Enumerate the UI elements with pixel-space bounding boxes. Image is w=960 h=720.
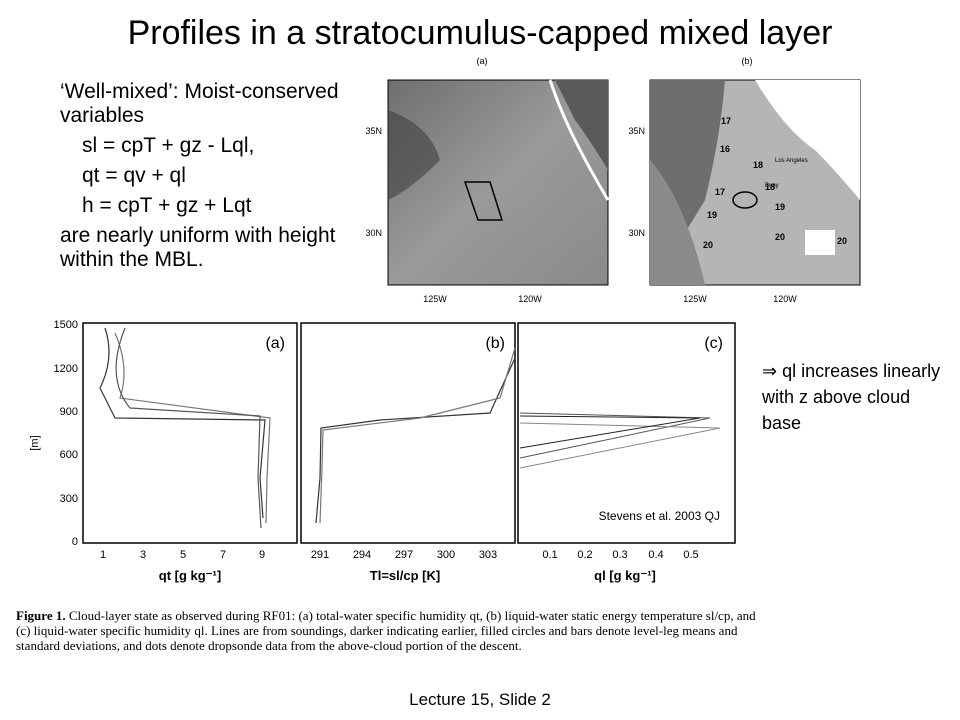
land (555, 80, 608, 170)
satellite-map: (a) 35N 30N 125W 120W (365, 56, 610, 304)
bullet-outro: are nearly uniform with height within th… (60, 224, 336, 271)
svg-text:1200: 1200 (54, 363, 78, 375)
svg-text:16: 16 (720, 144, 730, 154)
lat-label: 35N (628, 126, 645, 136)
svg-text:7: 7 (220, 549, 226, 561)
city-label: Los Angeles (775, 158, 808, 164)
panel-a-tag: (a) (265, 335, 285, 352)
coastline (548, 79, 610, 201)
slide-footer: Lecture 15, Slide 2 (409, 690, 551, 709)
bullet-intro: ‘Well-mixed’: Moist-conserved variables (60, 80, 339, 127)
panel-b-frame (300, 322, 516, 544)
svg-text:18: 18 (765, 182, 775, 192)
y-axis-label: [m] (29, 435, 41, 450)
panel-b-xlabel: Tl=sl/cp [K] (370, 568, 440, 583)
panel-c-xlabel: ql [g kg⁻¹] (594, 568, 656, 583)
svg-text:0.2: 0.2 (577, 549, 592, 561)
svg-text:20: 20 (703, 240, 713, 250)
equation-h: h = cpT + gz + Lqt (82, 194, 252, 217)
panel-c-profiles (519, 412, 721, 469)
svg-text:0.5: 0.5 (683, 549, 698, 561)
lat-label: 30N (628, 228, 645, 238)
svg-text:294: 294 (353, 549, 371, 561)
svg-text:18: 18 (753, 160, 763, 170)
dark-patch (388, 110, 440, 200)
lon-label: 125W (423, 294, 447, 304)
svg-text:297: 297 (395, 549, 413, 561)
svg-text:17: 17 (715, 187, 725, 197)
equation-qt: qt = qv + ql (82, 164, 186, 187)
flight-track (732, 191, 758, 209)
svg-text:1500: 1500 (54, 319, 78, 331)
svg-text:20: 20 (837, 236, 847, 246)
y-tick-labels: 1500 1200 900 600 300 0 (54, 319, 78, 548)
panel-b-tag: (b) (485, 335, 505, 352)
sst-map: (b) Los Angeles Buoy 17 16 18 17 18 19 1… (628, 56, 861, 304)
lon-label: 120W (773, 294, 797, 304)
lon-label: 120W (518, 294, 542, 304)
cool-water (650, 160, 705, 285)
panel-c-frame (517, 322, 736, 544)
svg-text:300: 300 (437, 549, 455, 561)
svg-text:0: 0 (72, 536, 78, 548)
panel-c-xticks: 0.1 0.2 0.3 0.4 0.5 (542, 549, 698, 561)
panel-b-xticks: 291 294 297 300 303 (311, 549, 497, 561)
figure-caption: Figure 1. Cloud-layer state as observed … (16, 608, 756, 653)
buoy-label: Buoy (765, 183, 779, 189)
svg-text:291: 291 (311, 549, 329, 561)
panel-a-xlabel: qt [g kg⁻¹] (159, 568, 221, 583)
lat-label: 35N (365, 126, 382, 136)
svg-text:19: 19 (707, 210, 717, 220)
svg-text:300: 300 (60, 493, 78, 505)
sst-contour-labels: 17 16 18 17 18 19 19 20 20 20 (703, 116, 847, 250)
profile-figure: [m] 1500 1200 900 600 300 0 (a) (b) (c) … (29, 319, 736, 583)
panel-c-tag: (c) (704, 335, 723, 352)
svg-text:3: 3 (140, 549, 146, 561)
flight-box (463, 181, 504, 221)
svg-text:9: 9 (259, 549, 265, 561)
panel-b-profiles (315, 347, 516, 524)
slide-title: Profiles in a stratocumulus-capped mixed… (127, 14, 833, 52)
svg-text:0.4: 0.4 (648, 549, 663, 561)
citation: Stevens et al. 2003 QJ (599, 509, 720, 523)
panel-a-frame (82, 322, 298, 544)
annotation-note: ⇒ ql increases linearly with z above clo… (762, 361, 941, 433)
lon-label: 125W (683, 294, 707, 304)
map-a-label: (a) (477, 56, 488, 66)
svg-text:0.1: 0.1 (542, 549, 557, 561)
svg-text:0.3: 0.3 (612, 549, 627, 561)
caption-text: Cloud-layer state as observed during RF0… (16, 608, 756, 653)
panel-a-profiles (99, 327, 271, 529)
caption-label: Figure 1. (16, 608, 66, 623)
svg-text:600: 600 (60, 449, 78, 461)
svg-text:17: 17 (721, 116, 731, 126)
lat-label: 30N (365, 228, 382, 238)
svg-text:5: 5 (180, 549, 186, 561)
equation-sl: sl = cpT + gz - Lql, (82, 134, 255, 157)
land (755, 80, 860, 200)
svg-text:303: 303 (479, 549, 497, 561)
map-b-label: (b) (742, 56, 753, 66)
map-a-frame (387, 79, 609, 286)
svg-text:20: 20 (775, 232, 785, 242)
island (805, 230, 835, 255)
bullet-text: ‘Well-mixed’: Moist-conserved variables … (60, 80, 350, 272)
svg-text:900: 900 (60, 406, 78, 418)
svg-text:1: 1 (100, 549, 106, 561)
panel-a-xticks: 1 3 5 7 9 (100, 549, 265, 561)
svg-text:19: 19 (775, 202, 785, 212)
